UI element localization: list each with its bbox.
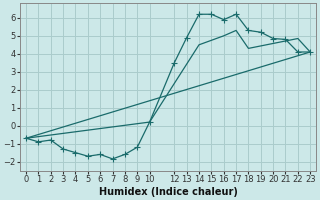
X-axis label: Humidex (Indice chaleur): Humidex (Indice chaleur) xyxy=(99,187,237,197)
